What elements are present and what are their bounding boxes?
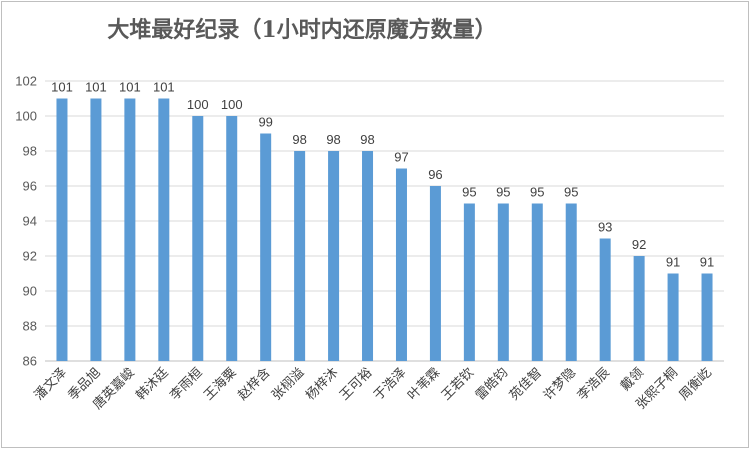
- bar: [497, 203, 509, 361]
- x-tick-label: 周衡屹: [677, 365, 715, 403]
- bar: [90, 98, 102, 361]
- data-label: 97: [394, 150, 408, 165]
- y-tick-label: 90: [23, 284, 37, 299]
- x-axis: 潘文泽季品旭唐英嘉峻韩沐廷李雨桓王海粟赵梓含张栩溢杨梓沐王可裕于浩泽叶苇霖王若钦…: [32, 365, 715, 413]
- x-tick-label: 韩沐廷: [133, 365, 171, 403]
- bar: [599, 238, 611, 361]
- x-tick-label: 李浩辰: [575, 365, 613, 403]
- x-tick-label: 赵梓含: [235, 365, 274, 404]
- x-tick-label: 戴领: [618, 365, 647, 394]
- y-tick-label: 100: [15, 109, 37, 124]
- data-label: 101: [85, 80, 107, 95]
- y-tick-label: 94: [23, 214, 37, 229]
- y-tick-label: 96: [23, 179, 37, 194]
- data-label: 95: [496, 185, 510, 200]
- bar: [701, 273, 713, 361]
- y-axis: 86 88 90 92 94 96 98 100 102: [15, 74, 37, 369]
- bar: [565, 203, 577, 361]
- x-tick-label: 许梦隐: [541, 365, 579, 403]
- data-label: 98: [292, 132, 306, 147]
- x-tick-label: 王可裕: [337, 365, 375, 403]
- bar: [429, 186, 441, 361]
- bar: [226, 116, 238, 361]
- chart-title: 大堆最好纪录（1小时内还原魔方数量）: [107, 17, 497, 43]
- x-tick-label: 杨梓沐: [303, 365, 341, 403]
- data-label: 99: [258, 115, 272, 130]
- bar: [633, 256, 645, 361]
- bar: [667, 273, 679, 361]
- y-tick-label: 92: [23, 249, 37, 264]
- x-tick-label: 雷皓钧: [473, 365, 511, 403]
- y-tick-label: 98: [23, 144, 37, 159]
- y-tick-label: 88: [23, 319, 37, 334]
- x-tick-label: 张栩溢: [269, 365, 307, 403]
- x-tick-label: 李雨桓: [167, 365, 205, 403]
- bars: [56, 98, 713, 361]
- data-label: 95: [564, 185, 578, 200]
- data-label: 100: [221, 97, 243, 112]
- bar: [192, 116, 204, 361]
- y-tick-label: 86: [23, 354, 37, 369]
- x-tick-label: 王若钦: [438, 365, 477, 404]
- x-tick-label: 王海粟: [201, 365, 239, 403]
- data-label: 96: [428, 167, 442, 182]
- y-tick-label: 102: [15, 74, 37, 89]
- data-label: 93: [598, 220, 612, 235]
- data-label: 101: [119, 80, 141, 95]
- data-label: 100: [187, 97, 209, 112]
- data-label: 98: [360, 132, 374, 147]
- data-label: 91: [700, 255, 714, 270]
- data-label: 95: [530, 185, 544, 200]
- x-tick-label: 潘文泽: [32, 365, 70, 403]
- bar: [56, 98, 68, 361]
- bar: [158, 98, 170, 361]
- x-tick-label: 苑佳智: [507, 365, 545, 403]
- data-label: 92: [632, 237, 646, 252]
- data-labels: 101 101 101 101 100 100 99 98 98 98 97 96 95 95 95 95 93…: [51, 80, 714, 270]
- bar: [395, 168, 407, 361]
- grid-lines: [45, 80, 724, 362]
- data-label: 101: [51, 80, 73, 95]
- bar: [260, 133, 272, 361]
- data-label: 95: [462, 185, 476, 200]
- data-label: 98: [326, 132, 340, 147]
- bar: [362, 151, 374, 361]
- bar: [294, 151, 306, 361]
- bar: [531, 203, 543, 361]
- data-label: 91: [666, 255, 680, 270]
- data-label: 101: [153, 80, 175, 95]
- bar: [124, 98, 136, 361]
- bar: [328, 151, 340, 361]
- x-tick-label: 叶苇霖: [405, 365, 443, 403]
- x-tick-label: 于浩泽: [371, 365, 409, 403]
- bar: [463, 203, 475, 361]
